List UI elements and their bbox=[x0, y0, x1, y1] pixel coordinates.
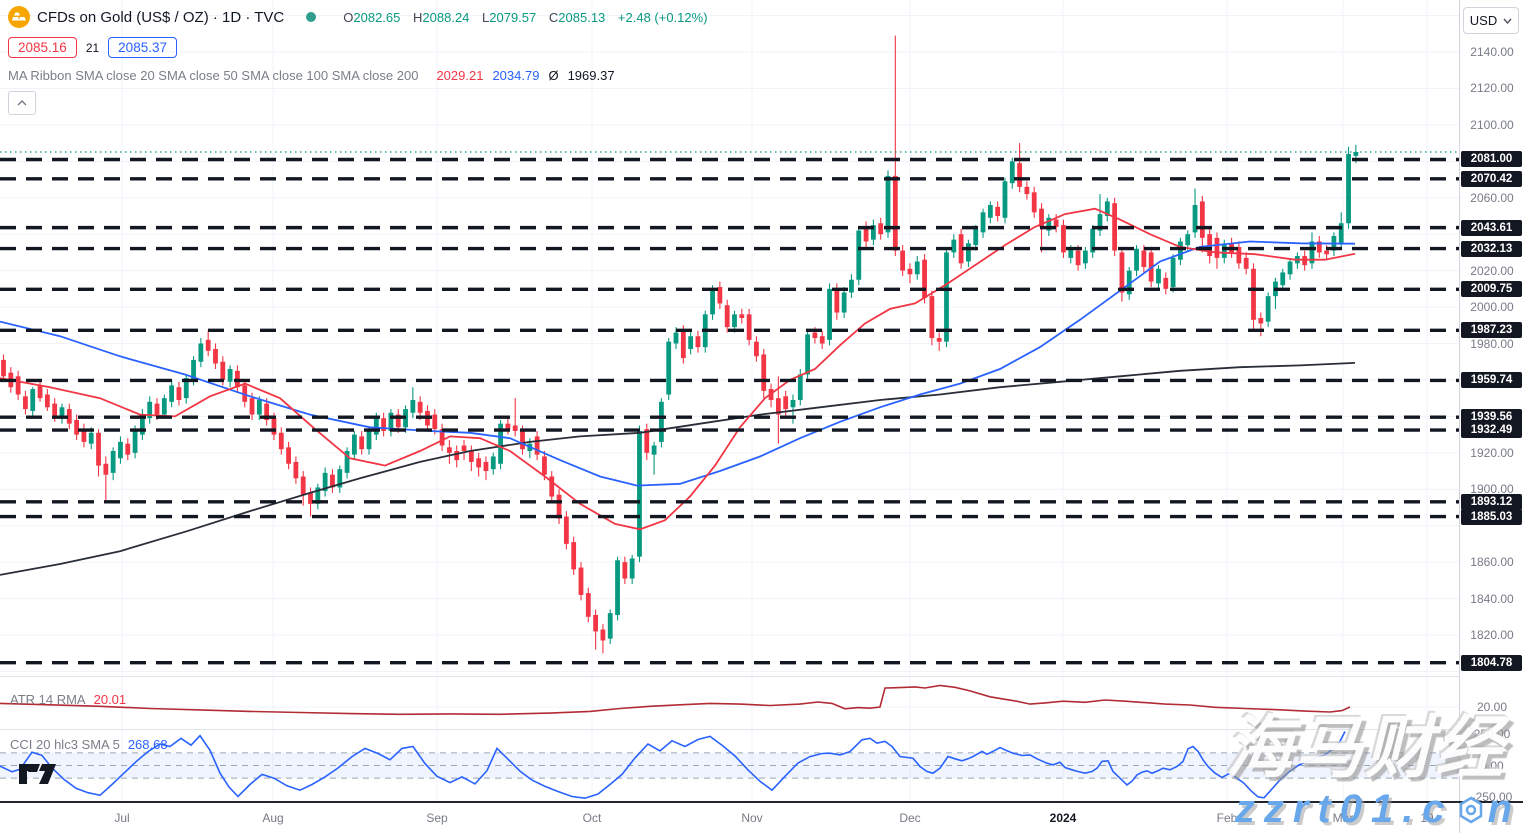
sma50-line bbox=[0, 240, 1356, 487]
chevron-up-icon bbox=[17, 100, 27, 106]
price-axis[interactable]: 2140.00 2120.00 2100.00 2060.00 2020.00 2000.… bbox=[1459, 0, 1523, 804]
price-axis-label: 2120.00 bbox=[1470, 81, 1514, 96]
chevron-down-icon bbox=[1503, 18, 1512, 24]
price-axis-label: 1980.00 bbox=[1470, 336, 1514, 351]
price-axis-label: 1840.00 bbox=[1470, 591, 1514, 606]
change-value: +2.48 (+0.12%) bbox=[617, 9, 708, 25]
price-axis-label: 2060.00 bbox=[1470, 190, 1514, 205]
grid bbox=[0, 0, 1459, 801]
candlestick-series bbox=[1, 35, 1359, 654]
market-status-icon[interactable] bbox=[306, 12, 317, 22]
price-level-tag: 1959.74 bbox=[1461, 372, 1522, 389]
price-level-tag: 2043.61 bbox=[1461, 219, 1522, 236]
watermark-chinese: 海马财经 bbox=[1224, 710, 1505, 786]
time-axis[interactable]: Jul Aug Sep Oct Nov Dec 2024 Feb Mar 19 bbox=[0, 801, 1523, 833]
time-axis-label: 19 bbox=[1420, 811, 1434, 825]
price-axis-label: 2000.00 bbox=[1470, 300, 1514, 315]
ma-ribbon-legend[interactable]: MA Ribbon SMA close 20 SMA close 50 SMA … bbox=[8, 68, 615, 83]
price-level-tag: 1987.23 bbox=[1461, 322, 1522, 339]
cci-line bbox=[0, 731, 1346, 800]
chart-canvas[interactable] bbox=[0, 0, 1459, 801]
price-level-tag: 2070.42 bbox=[1461, 170, 1522, 187]
time-axis-label: Oct bbox=[582, 811, 602, 825]
sma20-line bbox=[0, 207, 1356, 531]
price-level-tag: 1939.56 bbox=[1461, 409, 1522, 426]
price-level-tag: 2009.75 bbox=[1461, 281, 1522, 298]
time-axis-label: Mar bbox=[1332, 811, 1354, 825]
time-axis-label: Feb bbox=[1216, 811, 1238, 825]
price-level-tag: 1885.03 bbox=[1461, 508, 1522, 525]
bid-price-box[interactable]: 2085.16 bbox=[8, 37, 77, 58]
ribbon-value: 2034.79 bbox=[492, 68, 540, 83]
symbol-title[interactable]: CFDs on Gold (US$ / OZ) · 1D · TVC bbox=[37, 8, 285, 26]
cci-legend[interactable]: CCI 20 hlc3 SMA 5 268.68 bbox=[10, 737, 168, 752]
spread-value: 21 bbox=[85, 40, 100, 55]
symbol-legend: CFDs on Gold (US$ / OZ) · 1D · TVC O2082… bbox=[8, 6, 708, 115]
indicator-axis-label: 0.00 bbox=[1480, 759, 1504, 773]
price-axis-label: 1860.00 bbox=[1470, 555, 1514, 570]
indicator-axis-label: 250.00 bbox=[1473, 727, 1511, 741]
currency-selector[interactable]: USD bbox=[1463, 7, 1519, 34]
ask-price-box[interactable]: 2085.37 bbox=[108, 37, 177, 58]
price-level-tag: 2081.00 bbox=[1461, 151, 1522, 168]
atr-value: 20.01 bbox=[93, 692, 127, 707]
ohlc-values: O2082.65 H2088.24 L2079.57 C2085.13 +2.4… bbox=[343, 9, 708, 25]
time-axis-label: Aug bbox=[262, 811, 284, 825]
atr-line bbox=[0, 684, 1351, 716]
gold-coin-icon bbox=[8, 6, 30, 28]
price-level-tag: 2032.13 bbox=[1461, 240, 1522, 257]
sma200-line bbox=[0, 362, 1356, 576]
collapse-legend-button[interactable] bbox=[8, 91, 36, 115]
atr-legend[interactable]: ATR 14 RMA 20.01 bbox=[10, 692, 127, 707]
time-axis-label: Dec bbox=[899, 811, 921, 825]
price-level-tag: 1932.49 bbox=[1461, 422, 1522, 439]
cci-value: 268.68 bbox=[127, 737, 168, 752]
horizontal-level-lines[interactable] bbox=[0, 157, 1459, 665]
indicator-axis-label: 20.00 bbox=[1476, 700, 1508, 714]
ribbon-value: 1969.37 bbox=[567, 68, 615, 83]
price-axis-label: 1920.00 bbox=[1470, 445, 1514, 460]
indicator-axis-label: -250.00 bbox=[1471, 790, 1513, 804]
time-axis-label: Sep bbox=[426, 811, 448, 825]
price-axis-label: 1900.00 bbox=[1470, 482, 1514, 497]
ribbon-value: Ø bbox=[548, 68, 559, 83]
time-axis-label: 2024 bbox=[1049, 811, 1077, 825]
time-axis-label: Jul bbox=[114, 811, 130, 825]
time-axis-label: Nov bbox=[741, 811, 763, 825]
price-axis-label: 2100.00 bbox=[1470, 117, 1514, 132]
price-axis-label: 2140.00 bbox=[1470, 45, 1514, 59]
watermark-url: zzrt01.c n bbox=[1234, 787, 1521, 831]
price-axis-label: 1820.00 bbox=[1470, 628, 1514, 642]
price-level-tag: 1893.12 bbox=[1461, 493, 1522, 510]
gear-icon bbox=[1459, 796, 1482, 823]
axis-corner-divider bbox=[1459, 803, 1460, 833]
price-level-tag: 1804.78 bbox=[1461, 654, 1522, 671]
price-axis-label: 2020.00 bbox=[1470, 263, 1514, 278]
ribbon-value: 2029.21 bbox=[436, 68, 484, 83]
tradingview-logo[interactable] bbox=[18, 763, 58, 790]
